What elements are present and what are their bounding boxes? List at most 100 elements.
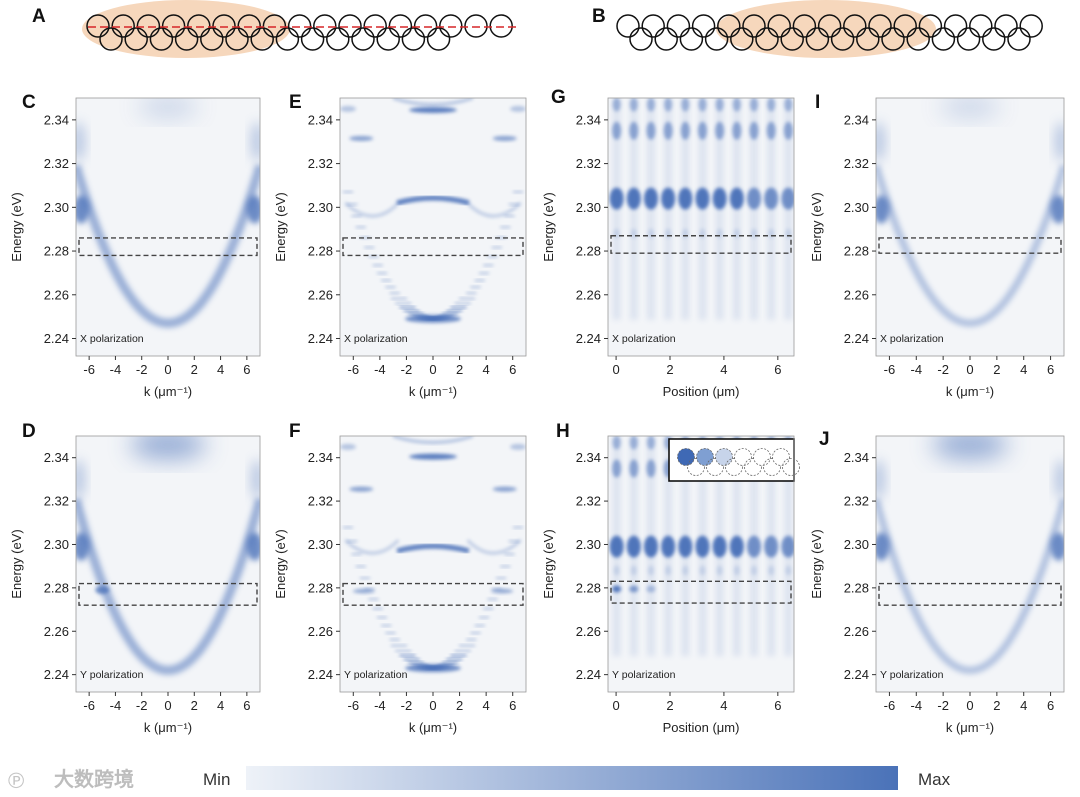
upper-site-mode bbox=[783, 121, 793, 140]
x-tick-label: -4 bbox=[110, 698, 122, 713]
x-axis-label: k (μm⁻¹) bbox=[409, 720, 457, 735]
lattice-rib bbox=[376, 271, 387, 275]
flat-band-site-mode bbox=[729, 535, 744, 558]
band-edge-glow bbox=[76, 195, 90, 224]
y-tick-label: 2.30 bbox=[308, 200, 333, 215]
x-tick-label: -2 bbox=[401, 698, 413, 713]
lower-site-mode bbox=[647, 565, 654, 576]
x-tick-label: 0 bbox=[429, 698, 436, 713]
flat-band-site-mode bbox=[643, 187, 658, 210]
upper-band-glow bbox=[876, 121, 885, 162]
flat-band-site-mode bbox=[609, 187, 624, 210]
y-tick-label: 2.26 bbox=[308, 287, 333, 302]
roi-dashed-box bbox=[610, 580, 792, 604]
side-band-state bbox=[349, 135, 374, 141]
resonator-ring bbox=[679, 27, 704, 51]
resonator-ring bbox=[161, 14, 186, 38]
top-diffuse-glow bbox=[138, 98, 198, 117]
upper-site-mode bbox=[612, 98, 621, 112]
panel-h: H Y polarization 2.24 2.26 2.28 2.30 2.32 2.34 0… bbox=[541, 421, 800, 735]
lattice-rib bbox=[446, 658, 463, 661]
lattice-rib bbox=[385, 285, 396, 289]
flat-band-site-mode bbox=[609, 535, 624, 558]
upper-band-arc bbox=[392, 436, 474, 445]
lattice-rib bbox=[483, 607, 494, 610]
side-band-state bbox=[340, 443, 356, 450]
flat-band-site-mode bbox=[695, 535, 710, 558]
roi-dashed-box bbox=[78, 582, 258, 606]
side-band-state bbox=[492, 135, 517, 141]
lattice-rib bbox=[359, 576, 370, 580]
side-band-state bbox=[349, 486, 374, 492]
panel-label: H bbox=[556, 421, 570, 442]
x-tick-label: -2 bbox=[937, 362, 949, 377]
resonator-ring bbox=[99, 27, 123, 51]
lattice-rib bbox=[442, 312, 459, 315]
resonator-chain-a bbox=[86, 14, 513, 51]
panel-label: E bbox=[289, 92, 302, 113]
polarization-note: Y polarization bbox=[880, 669, 944, 681]
heatmap-background bbox=[76, 98, 260, 356]
x-tick-label: 2 bbox=[666, 698, 673, 713]
lower-site-mode bbox=[768, 565, 775, 576]
x-tick-label: -2 bbox=[136, 698, 148, 713]
upper-site-mode bbox=[715, 121, 725, 140]
resonator-ring bbox=[413, 14, 438, 38]
inset-ring bbox=[715, 448, 733, 466]
panel-d: D Y polarization 2.24 2.26 2.28 2.30 2.32 2.34 -… bbox=[9, 421, 261, 735]
resonator-ring bbox=[641, 14, 665, 38]
upper-site-mode bbox=[629, 459, 639, 478]
upper-site-mode bbox=[715, 98, 724, 112]
y-tick-label: 2.32 bbox=[576, 156, 601, 171]
heatmap-background bbox=[340, 436, 526, 692]
lattice-rib bbox=[450, 654, 467, 657]
lattice-rib bbox=[487, 597, 498, 601]
y-tick-label: 2.34 bbox=[44, 450, 69, 465]
heatmap-intensity bbox=[76, 98, 260, 328]
watermark-logo-icon: ℗ bbox=[8, 768, 24, 793]
x-tick-label: 4 bbox=[217, 362, 224, 377]
lower-site-mode bbox=[630, 565, 637, 576]
x-tick-label: 4 bbox=[1020, 698, 1027, 713]
resonator-ring bbox=[817, 14, 842, 38]
resonator-ring bbox=[326, 27, 350, 51]
dispersion-band bbox=[76, 497, 260, 675]
panel-j: J Y polarization 2.24 2.26 2.28 2.30 2.32 2.34 -… bbox=[809, 429, 1065, 735]
flat-band-site-mode bbox=[746, 187, 761, 210]
heatmap-background bbox=[76, 436, 260, 692]
edge-state-spot bbox=[491, 588, 514, 594]
inset-ring bbox=[744, 458, 762, 476]
x-tick-label: 4 bbox=[217, 698, 224, 713]
inset-ring bbox=[763, 458, 781, 476]
colorbar-gradient bbox=[246, 766, 898, 790]
panel-label: C bbox=[22, 92, 36, 113]
lattice-rib bbox=[381, 624, 392, 627]
lattice-rib bbox=[459, 644, 476, 647]
y-tick-label: 2.34 bbox=[308, 112, 333, 127]
lattice-rib bbox=[496, 236, 507, 239]
heatmap-background bbox=[340, 98, 526, 356]
plot-frame bbox=[607, 97, 795, 357]
y-tick-label: 2.24 bbox=[44, 667, 69, 682]
resonator-ring bbox=[1019, 14, 1043, 38]
y-tick-label: 2.32 bbox=[308, 156, 333, 171]
resonator-ring bbox=[982, 27, 1006, 51]
inset-ring bbox=[734, 448, 752, 466]
upper-site-mode bbox=[766, 121, 776, 140]
edge-localized-mode bbox=[646, 585, 656, 593]
lattice-rib bbox=[454, 302, 471, 305]
resonator-ring bbox=[237, 14, 261, 38]
resonator-ring bbox=[363, 14, 387, 38]
panel-i: I X polarization 2.24 2.26 2.28 2.30 2.32 2.34 -… bbox=[809, 92, 1065, 399]
y-tick-label: 2.34 bbox=[308, 450, 333, 465]
x-axis-label: k (μm⁻¹) bbox=[409, 384, 457, 399]
resonator-ring bbox=[338, 14, 362, 38]
band-edge-glow bbox=[76, 532, 90, 561]
resonator-ring bbox=[225, 27, 249, 51]
y-tick-label: 2.30 bbox=[576, 537, 601, 552]
heatmap-intensity bbox=[76, 436, 260, 675]
resonator-ring bbox=[86, 14, 110, 38]
resonator-ring bbox=[969, 14, 993, 38]
resonator-ring bbox=[149, 27, 174, 51]
side-band-state bbox=[492, 486, 517, 492]
